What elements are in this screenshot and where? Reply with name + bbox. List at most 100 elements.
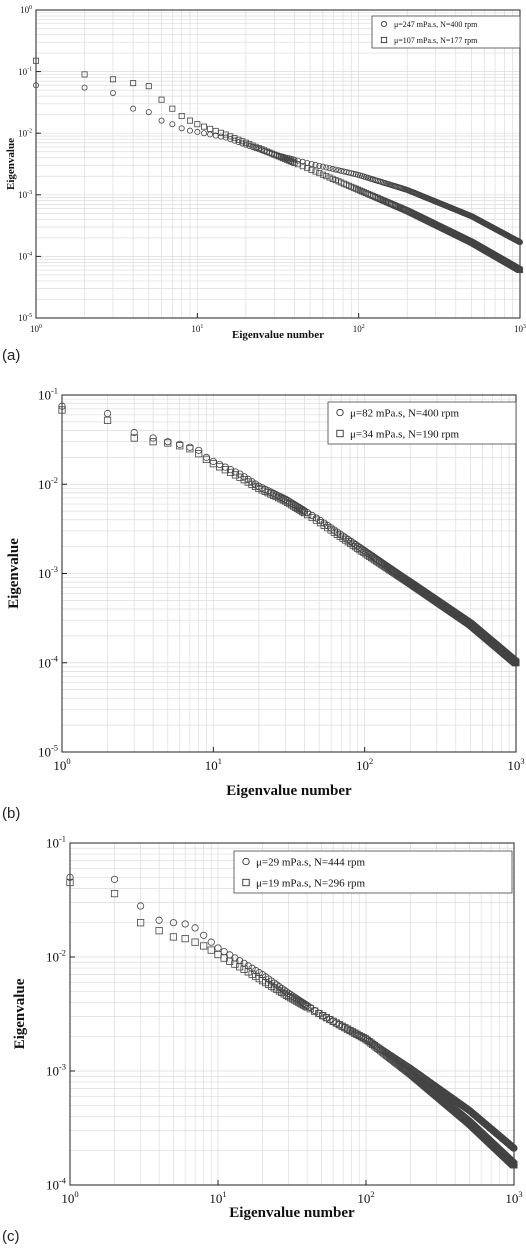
- data-point: [169, 105, 176, 112]
- data-point: [169, 121, 176, 128]
- data-point: [359, 1034, 367, 1042]
- data-point: [312, 161, 319, 168]
- y-tick-label: 10-2: [46, 948, 66, 965]
- data-point: [226, 468, 235, 477]
- legend-entry: μ=247 mPa.s, N=400 rpm: [394, 20, 478, 29]
- y-tick-label: 10-2: [38, 475, 58, 492]
- data-point: [200, 942, 208, 950]
- data-point: [222, 131, 229, 138]
- y-axis-label: Eigenvalue: [5, 138, 17, 190]
- y-tick-label: 10-3: [46, 1062, 66, 1079]
- y-tick-label: 10-1: [18, 67, 32, 77]
- x-axis-label: Eigenvalue number: [232, 329, 324, 341]
- data-point: [246, 141, 253, 148]
- data-point: [248, 970, 256, 978]
- data-point: [308, 166, 315, 173]
- legend-entry: μ=82 mPa.s, N=400 rpm: [350, 407, 459, 419]
- x-tick-label: 101: [209, 1189, 226, 1206]
- data-point: [130, 105, 137, 112]
- legend-box: [327, 401, 517, 445]
- chart-b-svg: 100 101 102 103 10-1 10-2 10-3 10-4 10-5 Eigenval…: [6, 386, 525, 799]
- y-tick-label: 10-3: [38, 564, 58, 581]
- data-point: [236, 963, 244, 971]
- data-point: [164, 439, 172, 447]
- legend: μ=82 mPa.s, N=400 rpm μ=34 mPa.s, N=190 r…: [327, 401, 517, 445]
- data-point: [191, 938, 199, 946]
- legend-marker-circle: [336, 408, 344, 417]
- data-point: [311, 1007, 319, 1015]
- data-point: [155, 927, 163, 935]
- data-point: [33, 82, 40, 89]
- legend-entry: μ=29 mPa.s, N=444 rpm: [256, 856, 365, 868]
- data-point: [201, 123, 208, 130]
- data-point: [264, 489, 272, 497]
- data-point: [221, 466, 229, 474]
- data-point: [315, 1009, 323, 1018]
- data-point: [343, 1025, 352, 1033]
- data-point: [145, 83, 152, 90]
- y-tick-label: 10-5: [18, 313, 32, 323]
- data-point: [319, 171, 326, 178]
- data-point: [357, 187, 364, 194]
- data-point: [382, 563, 390, 571]
- data-point: [195, 450, 203, 458]
- data-point: [231, 960, 239, 968]
- data-point: [169, 933, 178, 941]
- data-point: [33, 57, 40, 64]
- data-point: [155, 916, 163, 924]
- panel-letter-b: (b): [2, 805, 21, 822]
- data-point: [252, 966, 260, 975]
- data-point: [319, 1012, 327, 1020]
- legend-entry: μ=19 mPa.s, N=296 rpm: [256, 877, 365, 889]
- data-point: [308, 161, 315, 168]
- data-point: [244, 968, 252, 976]
- data-point: [284, 498, 292, 506]
- data-point: [352, 171, 359, 178]
- data-point: [510, 1161, 518, 1169]
- data-point: [176, 442, 184, 450]
- data-point: [275, 983, 284, 991]
- data-point: [316, 170, 323, 177]
- data-point: [316, 519, 325, 527]
- data-point: [191, 924, 199, 932]
- data-point: [236, 473, 244, 481]
- legend-marker-square: [336, 429, 344, 438]
- data-point: [130, 428, 138, 437]
- x-tick-label: 102: [353, 324, 365, 334]
- data-point: [194, 121, 201, 128]
- data-point: [231, 135, 238, 142]
- data-point: [282, 155, 289, 162]
- chart-c-svg: 100 101 102 103 10-1 10-2 10-3 10-4 Eigenvalue n…: [12, 834, 523, 1221]
- legend: μ=29 mPa.s, N=444 rpm μ=19 mPa.s, N=296 r…: [233, 850, 513, 894]
- legend-marker-square: [242, 878, 250, 887]
- data-point: [109, 89, 116, 96]
- data-point: [58, 406, 66, 414]
- series-1-square: [66, 878, 518, 1169]
- data-point: [275, 153, 282, 160]
- data-point: [282, 991, 291, 999]
- data-point: [242, 139, 249, 146]
- x-tick-label: 103: [505, 1189, 522, 1206]
- data-point: [510, 1144, 518, 1152]
- data-point: [178, 113, 185, 120]
- data-point: [299, 163, 306, 170]
- data-point: [301, 1002, 310, 1010]
- data-point: [231, 471, 240, 479]
- axes-frame: [69, 842, 515, 1186]
- data-point: [227, 133, 234, 140]
- data-point: [350, 170, 357, 177]
- data-point: [207, 946, 215, 954]
- data-point: [326, 165, 333, 172]
- data-point: [130, 80, 137, 87]
- data-point: [516, 267, 523, 274]
- chart-panel-b: 100 101 102 103 10-1 10-2 10-3 10-4 10-5 Eigenval…: [0, 375, 526, 805]
- x-axis-label: Eigenvalue number: [226, 783, 352, 799]
- data-point: [275, 494, 283, 502]
- data-point: [279, 496, 287, 504]
- legend-marker-square: [380, 36, 388, 44]
- data-point: [269, 491, 278, 499]
- data-point: [181, 935, 189, 943]
- data-point: [202, 455, 211, 463]
- data-point: [66, 873, 74, 881]
- data-point: [201, 130, 208, 137]
